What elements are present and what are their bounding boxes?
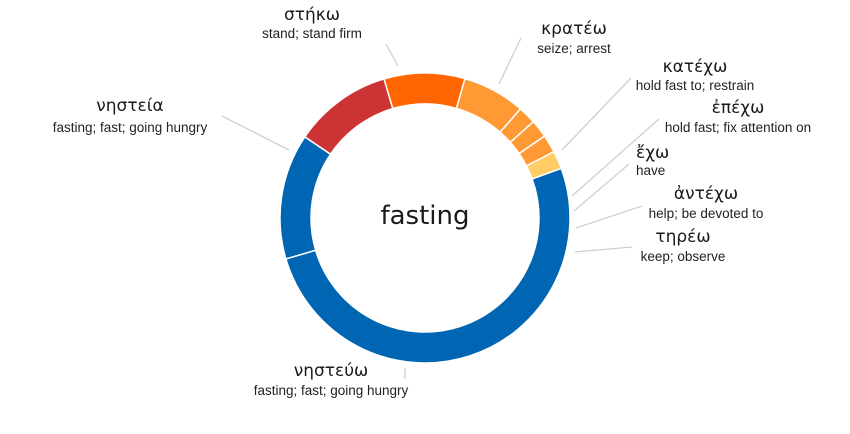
slice-word-label: νηστεύω	[294, 361, 369, 381]
leader-line	[385, 43, 399, 67]
leader-line	[573, 163, 630, 212]
slice-gloss-label: help; be devoted to	[649, 206, 764, 221]
donut-slice	[284, 167, 571, 364]
leader-line	[574, 246, 633, 253]
slice-gloss-label: fasting; fast; going hungry	[254, 383, 409, 398]
slice-word-label: ἐπέχω	[712, 98, 765, 118]
slice-gloss-label: hold fast to; restrain	[636, 78, 755, 93]
slice-word-label: στήκω	[284, 5, 340, 25]
slice-gloss-label: keep; observe	[641, 249, 726, 264]
slice-gloss-label: seize; arrest	[537, 41, 611, 56]
slice-word-label: ἔχω	[636, 143, 669, 163]
donut-slice	[279, 135, 332, 260]
leader-line	[498, 37, 522, 85]
slice-word-label: νηστεία	[96, 96, 163, 116]
slice-word-label: κρατέω	[541, 19, 607, 39]
slice-word-label: τηρέω	[655, 227, 710, 247]
leader-line	[571, 118, 660, 197]
slice-gloss-label: stand; stand firm	[262, 26, 362, 41]
slice-gloss-label: hold fast; fix attention on	[665, 120, 811, 135]
leader-line	[561, 77, 632, 151]
slice-word-label: κατέχω	[663, 57, 728, 77]
donut-slice	[303, 77, 394, 156]
leader-lines	[221, 37, 660, 379]
leader-line	[575, 205, 643, 229]
slice-word-label: ἀντέχω	[674, 184, 738, 204]
center-label: fasting	[380, 201, 469, 231]
leader-line	[221, 115, 290, 151]
slice-gloss-label: fasting; fast; going hungry	[53, 120, 208, 135]
donut-slices	[279, 72, 571, 364]
slice-gloss-label: have	[636, 163, 665, 178]
donut-slice	[383, 72, 466, 110]
